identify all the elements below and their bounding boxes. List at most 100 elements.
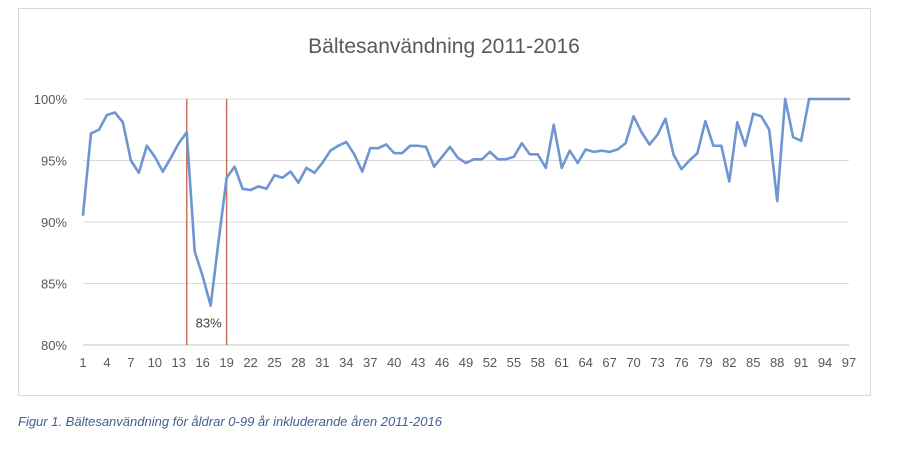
chart-title: Bältesanvändning 2011-2016 — [308, 35, 580, 58]
x-tick-label: 79 — [698, 355, 712, 370]
data-point — [113, 111, 117, 114]
data-point — [680, 167, 683, 171]
x-tick-label: 25 — [267, 355, 281, 370]
data-point — [241, 187, 244, 190]
x-tick-label: 94 — [818, 355, 832, 370]
data-point — [209, 304, 212, 307]
data-point — [400, 151, 404, 155]
data-point — [608, 150, 611, 154]
data-point — [728, 180, 731, 183]
x-tick-label: 73 — [650, 355, 664, 370]
data-point — [544, 166, 547, 170]
data-point — [177, 142, 180, 145]
data-point — [592, 150, 595, 154]
data-point — [568, 149, 571, 152]
data-point — [576, 161, 579, 165]
data-point — [704, 119, 707, 123]
data-point — [392, 151, 396, 155]
data-point — [169, 156, 172, 160]
data-point — [672, 153, 675, 156]
data-point — [736, 121, 739, 124]
data-point — [249, 188, 252, 192]
data-point — [831, 97, 835, 101]
data-point — [201, 274, 204, 278]
data-point — [305, 166, 308, 170]
data-point — [632, 115, 635, 118]
data-point — [97, 128, 101, 131]
data-point — [353, 153, 356, 156]
data-point — [257, 185, 260, 188]
data-point — [783, 97, 787, 101]
y-tick-label: 95% — [41, 154, 67, 169]
data-point — [448, 145, 452, 149]
data-point — [464, 161, 468, 165]
data-point — [440, 155, 444, 159]
data-point — [823, 97, 827, 101]
x-tick-label: 85 — [746, 355, 760, 370]
x-tick-label: 13 — [172, 355, 186, 370]
x-tick-label: 52 — [483, 355, 497, 370]
x-tick-label: 82 — [722, 355, 736, 370]
data-point — [752, 112, 755, 115]
data-point — [456, 156, 460, 160]
data-point — [105, 113, 109, 117]
data-point — [424, 145, 428, 149]
x-tick-label: 70 — [626, 355, 640, 370]
data-point — [265, 187, 268, 190]
data-point — [472, 158, 476, 161]
x-tick-label: 64 — [578, 355, 592, 370]
data-point — [600, 149, 603, 152]
data-point — [488, 150, 492, 154]
data-point — [799, 139, 803, 143]
x-tick-label: 97 — [842, 355, 856, 370]
data-point — [361, 170, 364, 173]
data-point — [640, 131, 643, 134]
data-label: 83% — [196, 316, 222, 331]
data-point — [536, 153, 540, 156]
x-tick-label: 34 — [339, 355, 353, 370]
x-tick-label: 43 — [411, 355, 425, 370]
data-point — [289, 170, 292, 173]
x-tick-label: 49 — [459, 355, 473, 370]
series-line — [81, 97, 851, 307]
x-tick-label: 67 — [602, 355, 616, 370]
data-point — [656, 133, 659, 136]
data-point — [345, 140, 348, 144]
x-tick-label: 58 — [531, 355, 545, 370]
x-tick-label: 19 — [219, 355, 233, 370]
x-tick-label: 88 — [770, 355, 784, 370]
data-point — [720, 144, 723, 147]
data-point — [193, 250, 196, 253]
data-point — [385, 143, 388, 146]
data-point — [480, 158, 484, 161]
data-point — [416, 144, 420, 147]
data-point — [775, 199, 779, 203]
data-point — [153, 155, 157, 159]
y-tick-label: 85% — [41, 277, 67, 292]
data-point — [512, 155, 516, 159]
x-tick-label: 1 — [79, 355, 86, 370]
data-point — [369, 147, 372, 150]
data-point — [281, 176, 284, 179]
data-point — [121, 121, 125, 124]
data-point — [137, 171, 141, 174]
y-tick-label: 100% — [34, 92, 68, 107]
x-tick-label: 37 — [363, 355, 377, 370]
data-point — [807, 97, 811, 101]
data-point — [712, 144, 715, 147]
x-tick-label: 40 — [387, 355, 401, 370]
data-point — [584, 148, 587, 151]
data-point — [145, 144, 149, 147]
data-point — [664, 117, 667, 120]
data-point — [185, 131, 188, 134]
data-point — [297, 181, 300, 184]
data-point — [161, 170, 164, 173]
data-point — [337, 144, 340, 147]
x-tick-label: 22 — [243, 355, 257, 370]
data-point — [624, 142, 627, 145]
figure-caption: Figur 1. Bältesanvändning för åldrar 0-9… — [18, 414, 442, 429]
data-point — [408, 144, 412, 147]
data-point — [233, 165, 236, 168]
x-tick-label: 61 — [555, 355, 569, 370]
x-tick-label: 28 — [291, 355, 305, 370]
